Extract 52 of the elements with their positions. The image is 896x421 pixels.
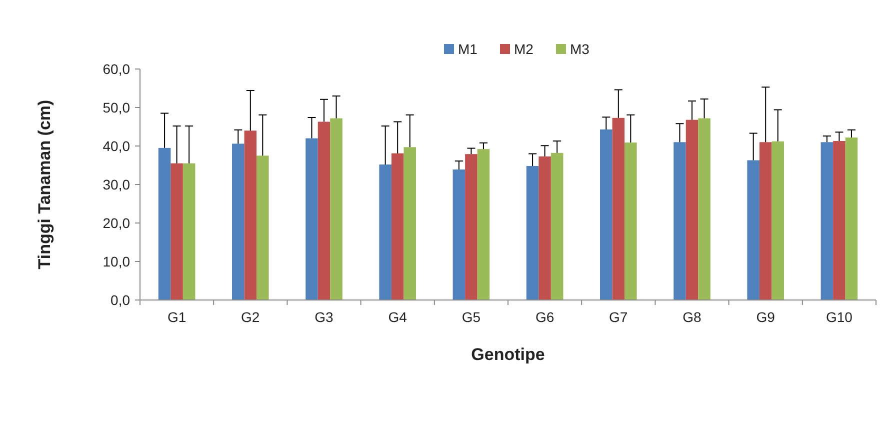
y-axis-title: Tinggi Tanaman (cm)	[35, 100, 54, 270]
bar	[820, 142, 834, 300]
bar	[600, 129, 612, 300]
y-tick-label: 60,0	[102, 60, 130, 77]
x-tick-label: G4	[388, 309, 408, 325]
bar	[747, 160, 760, 300]
bar	[158, 148, 171, 300]
x-axis-title: Genotipe	[471, 345, 545, 364]
legend-label: M3	[570, 41, 590, 57]
x-tick-label: G10	[826, 309, 853, 325]
y-tick-label: 10,0	[102, 253, 130, 270]
bar	[477, 149, 490, 300]
bar	[170, 163, 183, 300]
x-tick-label: G2	[241, 309, 260, 325]
bar	[772, 141, 784, 300]
y-tick-label: 40,0	[102, 138, 130, 154]
bar	[256, 156, 269, 300]
bar	[624, 142, 637, 300]
bar	[391, 153, 404, 300]
bar	[526, 166, 539, 300]
x-tick-label: G3	[314, 309, 334, 325]
bar	[465, 154, 478, 300]
bar	[182, 163, 196, 300]
x-tick-label: G1	[167, 309, 186, 325]
x-tick-label: G5	[462, 309, 481, 325]
bar	[244, 130, 257, 300]
y-tick-label: 0,0	[110, 292, 130, 308]
x-tick-label: G6	[535, 309, 554, 325]
bar	[452, 169, 466, 300]
bar	[833, 140, 846, 300]
legend-label: M2	[514, 41, 534, 57]
bar	[845, 138, 858, 300]
bar	[538, 156, 551, 300]
bar	[759, 142, 772, 300]
x-tick-label: G8	[682, 309, 702, 325]
bar	[698, 118, 710, 300]
y-tick-label: 30,0	[102, 176, 130, 192]
bar	[379, 164, 392, 300]
bar	[306, 138, 318, 300]
bar	[330, 118, 342, 300]
x-tick-label: G9	[756, 309, 776, 325]
bar	[550, 152, 564, 300]
bar	[686, 120, 698, 300]
y-tick-label: 20,0	[102, 214, 130, 231]
bar	[674, 142, 686, 300]
bar	[404, 147, 416, 300]
bar	[318, 122, 330, 300]
y-tick-label: 50,0	[102, 99, 130, 116]
x-tick-label: G7	[609, 309, 628, 325]
bar	[612, 118, 625, 300]
legend-label: M1	[458, 41, 478, 57]
bar	[232, 144, 244, 300]
